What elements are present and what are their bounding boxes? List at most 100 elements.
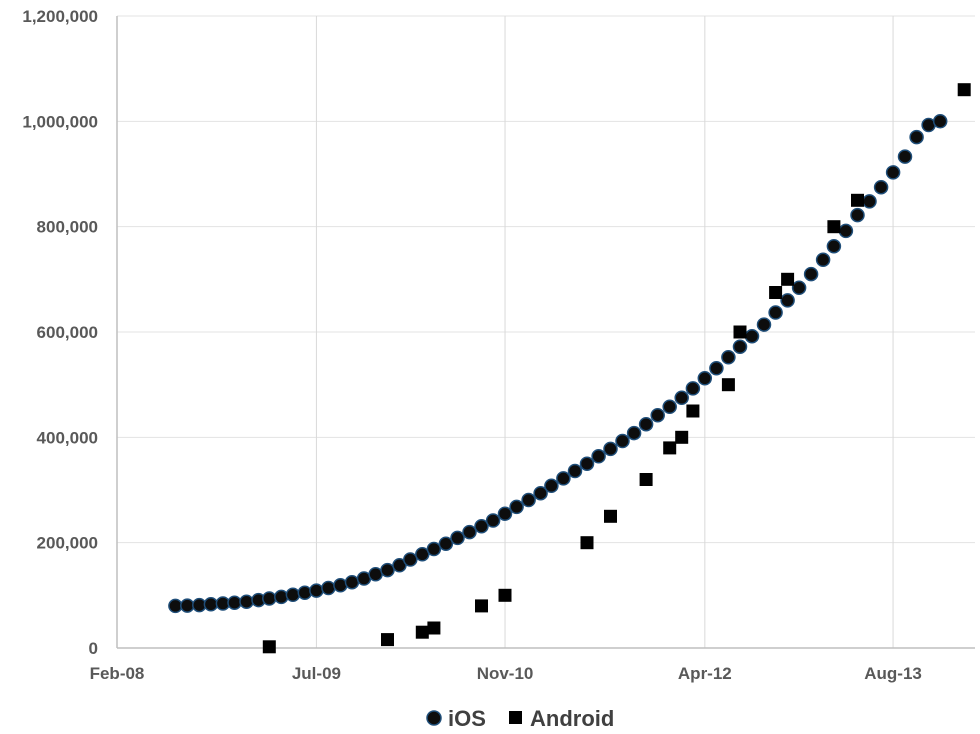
x-tick-label: Apr-12: [678, 664, 732, 683]
x-tick-label: Nov-10: [477, 664, 534, 683]
ios-point: [638, 416, 654, 432]
ios-point: [368, 567, 383, 582]
ios-point: [297, 585, 313, 600]
y-axis-tick-labels: 0 200,000 400,000 600,000 800,000 1,000,000 1,…: [22, 7, 98, 658]
ios-point: [744, 328, 760, 344]
ios-point: [732, 339, 748, 354]
ios-point: [309, 583, 324, 598]
ios-point: [567, 463, 583, 479]
ios-point: [815, 252, 831, 268]
ios-point: [474, 519, 489, 534]
legend-ios-marker: [426, 710, 442, 726]
android-point: [851, 193, 864, 207]
ios-point: [862, 194, 877, 209]
android-point: [475, 599, 488, 613]
ios-point: [721, 350, 736, 365]
ios-point: [674, 390, 689, 406]
ios-point: [850, 207, 865, 223]
ios-point: [262, 591, 277, 606]
android-point: [781, 272, 795, 286]
legend-ios-label: iOS: [448, 706, 486, 731]
y-tick-label: 600,000: [37, 323, 98, 342]
android-point: [957, 83, 971, 97]
android-series: [262, 83, 971, 654]
ios-point: [662, 399, 677, 415]
ios-point: [415, 547, 430, 562]
ios-point: [285, 587, 301, 603]
android-point: [415, 625, 429, 639]
ios-point: [709, 361, 724, 376]
x-axis-tick-labels: Feb-08 Jul-09 Nov-10 Apr-12 Aug-13: [90, 664, 922, 683]
ios-point: [932, 114, 948, 129]
ios-point: [603, 441, 618, 457]
ios-point: [650, 407, 665, 423]
android-point: [769, 286, 783, 299]
ios-point: [426, 541, 442, 557]
ios-point: [544, 478, 559, 494]
ios-point: [168, 598, 183, 614]
y-tick-label: 1,000,000: [22, 112, 98, 131]
ios-point: [203, 597, 219, 612]
y-tick-label: 1,200,000: [22, 7, 98, 26]
ios-point: [897, 149, 913, 164]
ios-point: [462, 524, 477, 540]
android-point: [262, 640, 276, 654]
android-point: [721, 378, 735, 392]
legend: iOS Android: [426, 706, 614, 731]
android-point: [498, 588, 512, 602]
ios-point: [509, 499, 524, 515]
ios-point: [579, 456, 595, 471]
android-point: [580, 536, 594, 550]
android-point: [639, 473, 653, 486]
ios-point: [239, 594, 254, 609]
grid-lines: [117, 15, 975, 648]
x-tick-label: Feb-08: [90, 664, 145, 683]
ios-point: [227, 595, 242, 610]
ios-point: [533, 485, 548, 501]
ios-point: [180, 598, 195, 613]
android-point: [663, 441, 677, 455]
android-point: [827, 220, 841, 234]
legend-android-marker: [509, 711, 522, 724]
ios-point: [885, 165, 901, 180]
ios-point: [909, 129, 924, 145]
ios-point: [521, 492, 536, 508]
axes: [116, 16, 975, 649]
ios-point: [626, 425, 642, 441]
android-point: [675, 430, 689, 444]
ios-point: [685, 381, 701, 396]
android-point: [686, 404, 700, 418]
ios-point: [873, 179, 889, 195]
ios-point: [826, 238, 842, 254]
y-tick-label: 800,000: [37, 218, 98, 237]
ios-point: [697, 371, 713, 386]
android-point: [733, 325, 747, 339]
ios-point: [768, 305, 783, 320]
ios-point: [497, 506, 513, 521]
ios-point: [838, 223, 854, 239]
y-tick-label: 0: [89, 639, 98, 658]
legend-android-label: Android: [530, 706, 614, 731]
ios-point: [591, 449, 606, 464]
y-tick-label: 400,000: [37, 428, 98, 447]
ios-point: [780, 293, 795, 308]
android-point: [427, 621, 441, 635]
ios-point: [380, 562, 395, 578]
ios-series: [168, 114, 948, 614]
ios-point: [485, 513, 501, 528]
ios-point: [438, 536, 454, 551]
x-tick-label: Jul-09: [292, 664, 341, 683]
x-tick-label: Aug-13: [864, 664, 922, 683]
ios-point: [791, 280, 807, 296]
ios-point: [321, 580, 336, 596]
ios-point: [615, 433, 630, 449]
android-point: [604, 509, 617, 523]
ios-point: [344, 574, 360, 590]
ios-point: [450, 530, 465, 546]
ios-point: [756, 317, 772, 332]
ios-point: [556, 471, 571, 486]
y-tick-label: 200,000: [37, 534, 98, 553]
ios-point: [803, 266, 819, 282]
android-point: [381, 633, 394, 647]
